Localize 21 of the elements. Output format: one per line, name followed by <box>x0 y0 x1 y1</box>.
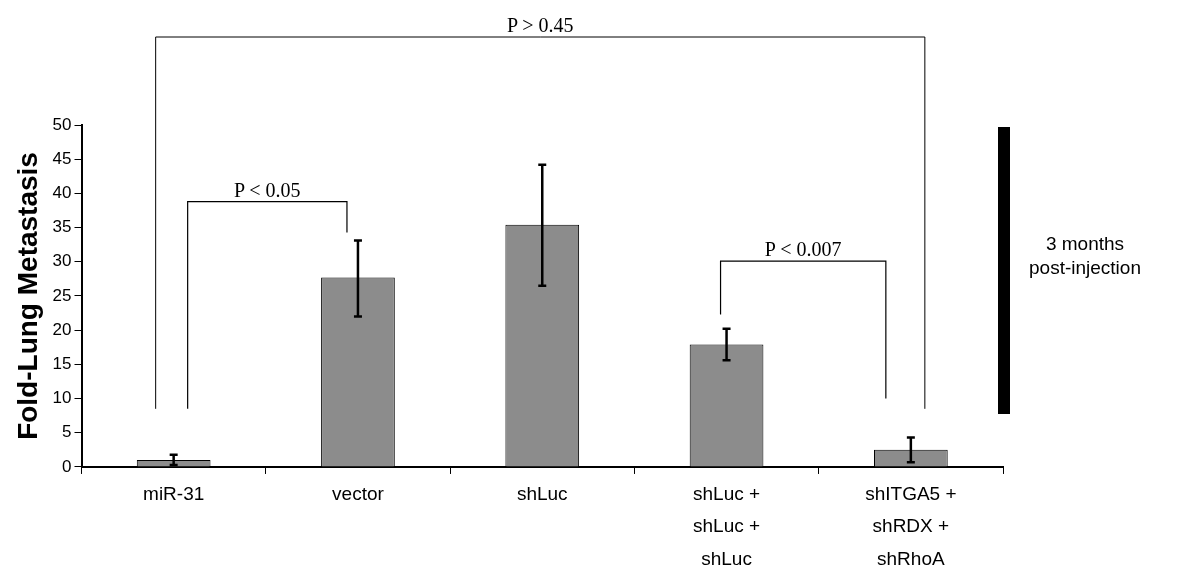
y-tick-label: 40 <box>52 183 72 203</box>
x-tick-label: shITGA5 + shRDX + shRhoA <box>865 482 957 569</box>
y-tick-label: 20 <box>52 319 72 339</box>
x-tick-label: vector <box>332 482 385 504</box>
y-tick-label: 25 <box>52 285 72 305</box>
y-tick-label: 10 <box>52 388 72 408</box>
text: P > 0.45 <box>506 14 574 36</box>
y-tick-label: 15 <box>52 354 72 374</box>
x-tick-label: shLuc + shLuc + shLuc <box>693 482 761 569</box>
x-tick-label: miR-31 <box>143 482 205 504</box>
annotation: P < 0.007 <box>764 238 842 261</box>
y-tick-label: 35 <box>52 217 72 237</box>
annotation: P < 0.05 <box>233 178 301 201</box>
y-tick-label: 30 <box>52 251 72 271</box>
y-tick-label: 50 <box>52 114 72 134</box>
y-tick-label: 0 <box>62 456 72 476</box>
x-tick-label: shLuc <box>516 482 568 504</box>
y-tick-label: 45 <box>52 148 72 168</box>
text: 3 months post-injection <box>1028 232 1142 280</box>
y-axis-title: Fold-Lung Metastasis <box>11 152 43 440</box>
y-tick-label: 5 <box>62 422 72 442</box>
